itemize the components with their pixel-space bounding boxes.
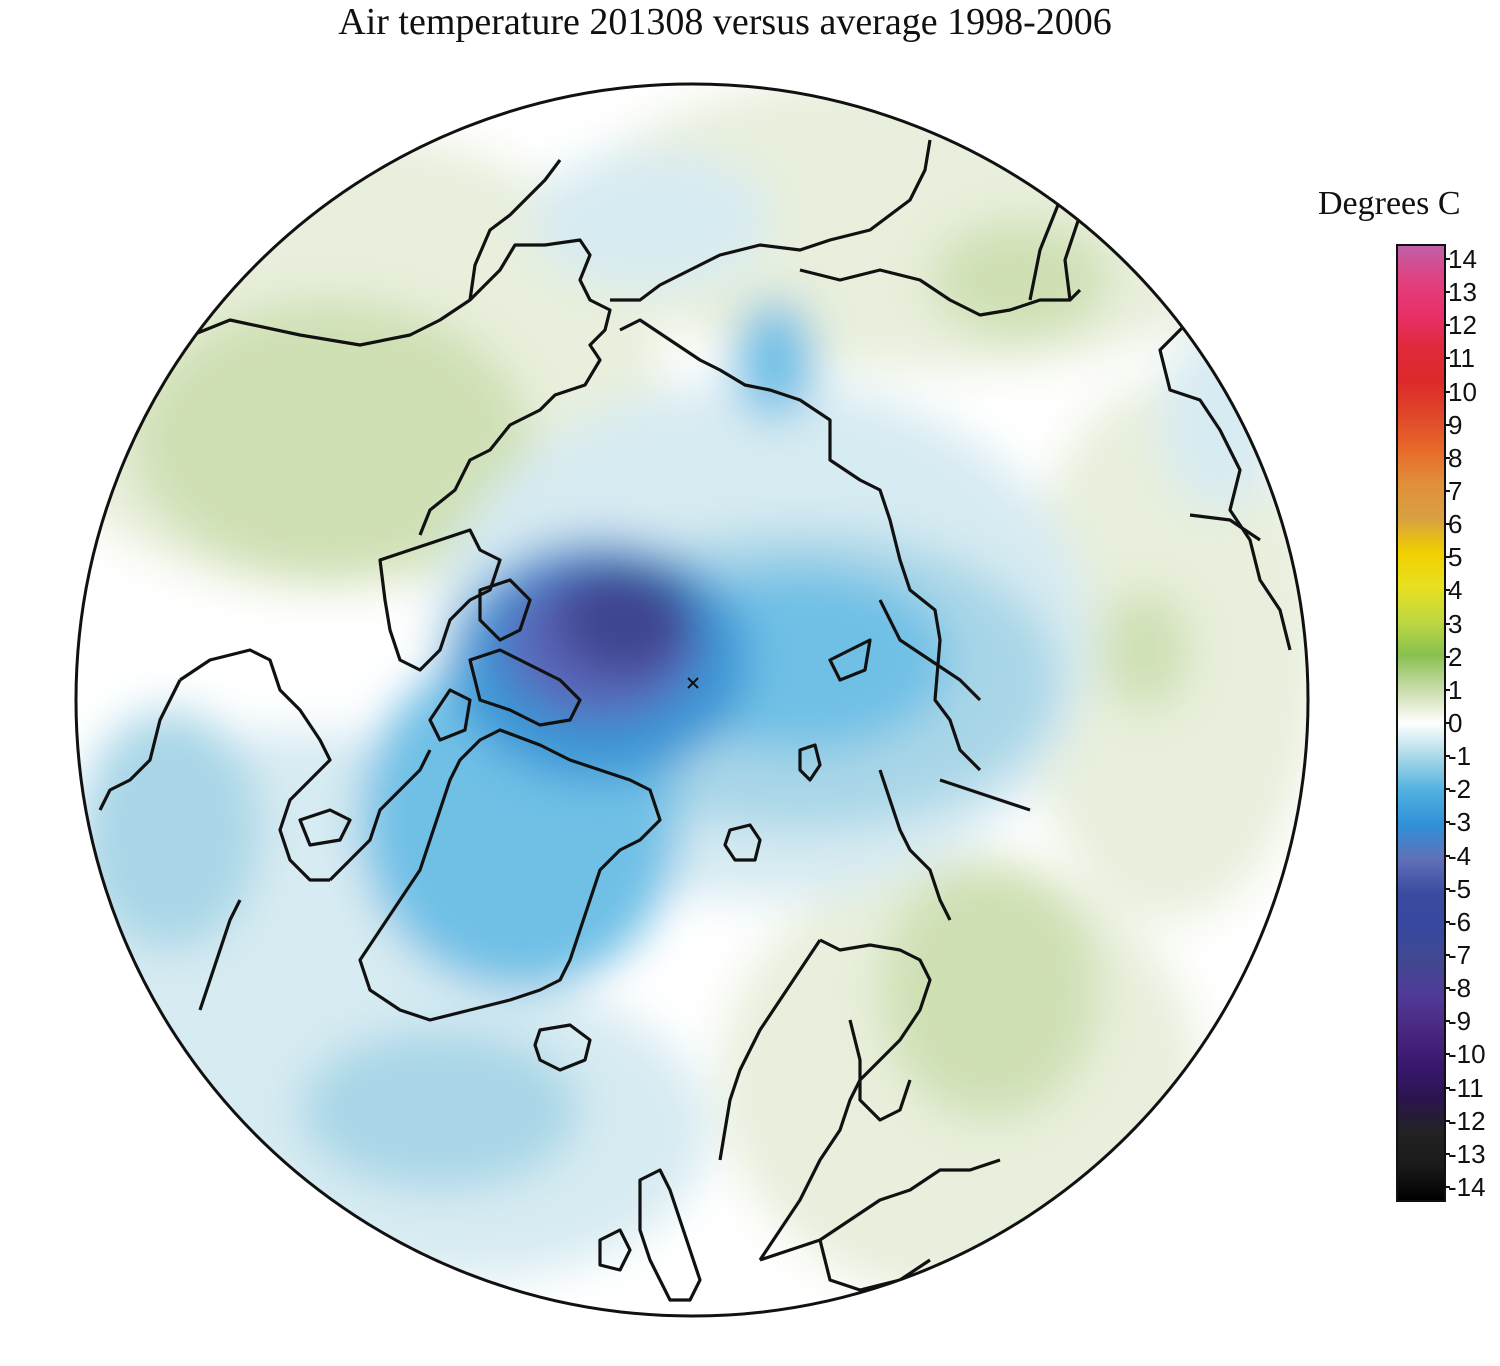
scale-tick-label: 11 [1446,343,1475,374]
legend-title: Degrees C [1318,185,1461,222]
scale-tick-label: 3 [1445,608,1463,639]
scale-tick-label: 2 [1445,641,1463,672]
scale-tick-label: -11 [1446,1072,1484,1103]
scale-tick-label: 8 [1445,442,1463,473]
scale-tick-label: -12 [1446,1105,1486,1136]
scale-tick-label: -14 [1446,1172,1486,1202]
scale-tick-label: 9 [1445,409,1463,440]
scale-tick-label: -1 [1445,741,1472,772]
scale-tick-label: -9 [1445,1006,1472,1037]
scale-tick-label: 5 [1445,542,1463,573]
scale-tick-label: -8 [1445,973,1472,1004]
north-pole-marker [687,677,699,689]
color-scale-ticks: 14 13 12 11 10 9 8 7 6 5 4 3 2 1 0 -1 -2 -3 -4 -5 -6 -7 -8 -9 -1… [1445,244,1500,1202]
scale-tick-label: -6 [1445,906,1472,937]
scale-tick-label: 6 [1445,509,1463,540]
map-title: Air temperature 201308 versus average 19… [338,1,1112,43]
polar-temperature-anomaly-map [74,82,1310,1318]
scale-tick-label: -4 [1445,840,1472,871]
scale-tick-label: -10 [1446,1039,1486,1070]
scale-tick-label: -2 [1445,774,1472,805]
scale-tick-label: -7 [1445,940,1472,970]
scale-tick-label: 4 [1445,575,1463,606]
scale-tick-label: 1 [1445,674,1463,705]
scale-tick-label: 14 [1446,244,1477,274]
coastlines [98,139,1292,1302]
scale-tick-label: 12 [1446,310,1477,341]
scale-tick-label: 13 [1446,277,1477,308]
scale-tick-label: -3 [1445,807,1472,838]
map-boundary-circle [74,82,1310,1318]
scale-tick-label: 7 [1445,476,1463,506]
scale-tick-label: 0 [1445,708,1463,738]
anomaly-field [76,84,1308,1316]
scale-tick-label: -13 [1446,1138,1486,1169]
scale-tick-label: -5 [1445,873,1472,904]
color-scale-bar [1396,244,1446,1202]
scale-tick-label: 10 [1446,376,1477,407]
